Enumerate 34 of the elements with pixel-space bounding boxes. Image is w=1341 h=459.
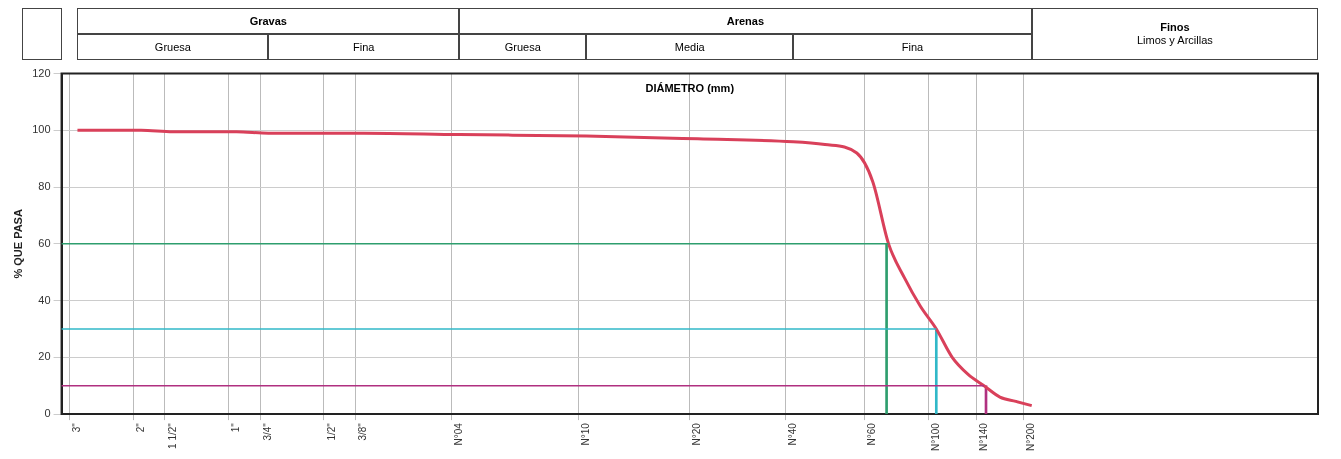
y-tick-label: 80 bbox=[38, 180, 51, 193]
x-tick-label: 1/2" bbox=[325, 422, 337, 441]
x-axis-title: DIÁMETRO (mm) bbox=[644, 81, 736, 94]
text: Fina bbox=[353, 40, 375, 54]
x-tick-label: 1 1/2" bbox=[166, 422, 178, 449]
x-tick-label: 3/4" bbox=[262, 422, 274, 441]
line-series bbox=[75, 128, 1034, 408]
x-tick-label: 3/8" bbox=[357, 422, 369, 441]
y-tick-label: 100 bbox=[32, 123, 51, 136]
x-tick-label: N°04 bbox=[452, 422, 464, 446]
x-tick-label: 1" bbox=[230, 422, 242, 433]
text: Gruesa bbox=[504, 40, 541, 54]
text: Fina bbox=[901, 40, 924, 54]
text: Media bbox=[674, 40, 705, 54]
x-tick-label: N°200 bbox=[1025, 422, 1037, 451]
y-tick-label: 60 bbox=[38, 236, 51, 249]
y-tick-label: 40 bbox=[38, 293, 51, 306]
text: Gravas bbox=[249, 14, 287, 28]
x-tick-label: 2" bbox=[134, 422, 146, 433]
x-tick-label: N°40 bbox=[786, 422, 798, 446]
x-tick-label: 3" bbox=[71, 422, 83, 433]
y-axis-title: % QUE PASA bbox=[11, 209, 24, 279]
text: Arenas bbox=[726, 14, 765, 28]
x-tick-label: N°10 bbox=[580, 422, 592, 446]
x-tick-label: N°60 bbox=[866, 422, 878, 446]
y-tick-label: 0 bbox=[44, 407, 51, 420]
y-tick-label: 120 bbox=[32, 66, 51, 79]
x-tick-label: N°20 bbox=[691, 422, 703, 446]
text: Gruesa bbox=[154, 40, 191, 54]
text: Limos y Arcillas bbox=[1136, 34, 1213, 47]
y-tick-label: 20 bbox=[38, 350, 51, 363]
text: Finos bbox=[1160, 21, 1190, 34]
x-tick-label: N°100 bbox=[930, 422, 942, 451]
x-tick-label: N°140 bbox=[977, 422, 989, 451]
